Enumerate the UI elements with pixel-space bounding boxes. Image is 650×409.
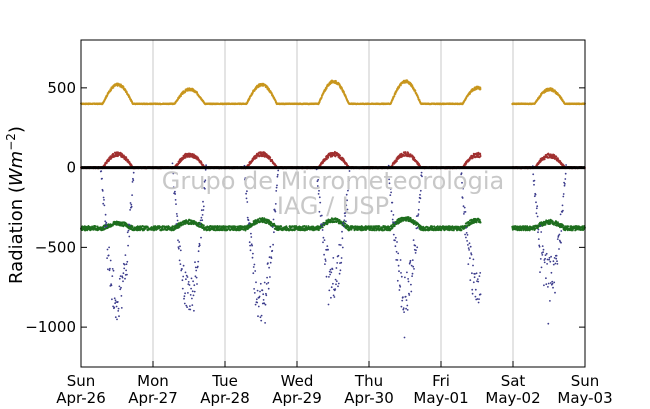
series-upper-point-184 [122,85,125,88]
series-green-point-382 [168,225,170,228]
series-green-point-764 [256,222,258,225]
series-upper-point-1451 [414,89,417,92]
series-red-point-1073 [327,156,330,159]
series-upper-point-1388 [399,84,402,87]
series-upper-point-1066 [325,87,328,90]
series-upper-point-1734 [479,88,482,90]
series-green-point-869 [280,225,283,228]
series-upper-point-434 [180,94,182,97]
series-upper-point-1045 [320,96,323,98]
series-upper-point-1438 [411,84,414,87]
series-upper [80,79,586,106]
series-red-point-1446 [413,156,416,159]
series-upper-point-817 [268,88,271,91]
series-upper-point-140 [112,86,115,89]
series-green-point-714 [244,229,247,232]
series-green-point-533 [202,224,205,227]
series-red-point-821 [269,156,272,159]
series-upper-point-1375 [396,88,399,91]
series-upper-point-1360 [393,95,396,98]
series-green-point-64 [94,225,97,228]
series-red-point-141 [112,153,115,156]
series-green-point-224 [131,226,134,229]
series-upper-point-504 [196,91,199,94]
series-upper-point-1381 [398,86,401,89]
series-red-point-1371 [395,160,398,162]
series-red-point-196 [125,156,128,159]
series-upper-point-1355 [392,97,395,100]
series-upper-point-1365 [394,92,397,95]
series-upper-point-760 [255,87,258,90]
series-upper-point-732 [248,97,251,100]
vertical-gridlines [152,40,514,367]
series-red-point-1734 [479,155,482,158]
series-red-point-1124 [339,154,341,157]
